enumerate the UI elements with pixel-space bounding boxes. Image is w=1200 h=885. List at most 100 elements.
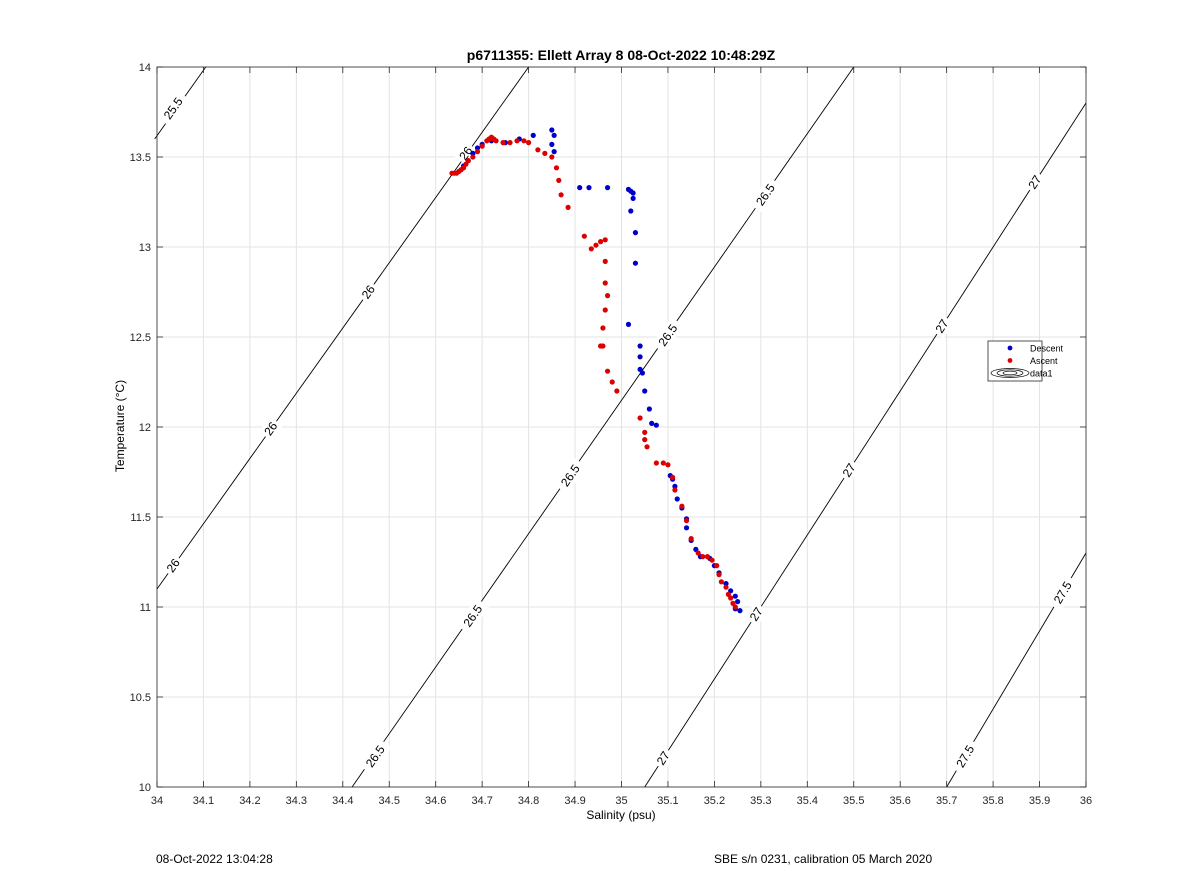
grid <box>156 66 1087 788</box>
isopycnal-label-bg <box>651 745 676 771</box>
data-point-descent <box>639 370 646 376</box>
isopycnal-label-bg <box>837 457 861 483</box>
y-tick-label: 11.5 <box>130 512 151 524</box>
legend-contour-ring <box>990 368 1030 378</box>
data-point-ascent <box>718 579 724 585</box>
legend: Descent Ascent data1 <box>987 340 1064 382</box>
data-point-descent <box>632 260 639 266</box>
data-point-descent <box>672 483 678 489</box>
data-point-ascent <box>704 554 711 560</box>
data-point-ascent <box>474 149 481 155</box>
data-point-ascent <box>565 204 571 210</box>
data-point-ascent <box>653 460 659 466</box>
data-point-ascent <box>526 140 532 146</box>
x-tick-label: 34.2 <box>239 795 260 807</box>
data-point-ascent <box>600 325 606 331</box>
data-point-ascent <box>553 165 560 171</box>
data-point-descent <box>637 354 643 360</box>
y-tick-label: 12.5 <box>130 332 151 344</box>
data-point-ascent <box>644 444 650 450</box>
data-point-ascent <box>728 595 734 601</box>
data-point-ascent <box>642 429 648 435</box>
data-point-ascent <box>479 143 485 149</box>
data-point-ascent <box>558 192 564 198</box>
x-tick-label: 34.4 <box>332 795 353 807</box>
data-point-ascent <box>665 462 671 468</box>
x-tick-label: 34.8 <box>518 795 539 807</box>
data-point-ascent <box>716 572 722 578</box>
data-point-ascent <box>602 237 608 243</box>
y-tick-label: 10.5 <box>130 692 151 704</box>
x-axis-label: Salinity (psu) <box>586 808 655 822</box>
data-point-descent <box>683 525 690 531</box>
data-point-ascent <box>500 140 506 146</box>
data-points <box>449 127 743 614</box>
chart-title: p6711355: Ellett Array 8 08-Oct-2022 10:… <box>467 47 776 63</box>
isopycnal-label-bg <box>949 737 981 775</box>
y-tick-label: 13.5 <box>130 152 151 164</box>
data-point-ascent <box>549 154 555 160</box>
data-point-ascent <box>695 550 701 556</box>
y-tick-label: 10 <box>139 782 151 794</box>
x-tick-label: 34.9 <box>564 795 585 807</box>
x-tick-label: 35.8 <box>982 795 1003 807</box>
x-tick-label: 35.3 <box>750 795 771 807</box>
data-point-ascent <box>669 474 676 480</box>
data-point-descent <box>630 195 636 201</box>
data-point-descent <box>723 581 729 587</box>
x-tick-label: 35.7 <box>936 795 957 807</box>
isopycnal-label-bg <box>744 601 769 627</box>
data-point-descent <box>628 208 634 214</box>
isopycnal-label-bg <box>1047 574 1079 612</box>
x-tick-label: 34.3 <box>286 795 307 807</box>
x-tick-label: 36 <box>1080 795 1092 807</box>
isopycnal-label-bg <box>651 316 685 354</box>
isopycnal-label-bg <box>456 597 490 635</box>
data-point-descent <box>549 141 555 147</box>
data-point-descent <box>530 132 536 138</box>
legend-label-data1: data1 <box>1030 369 1053 379</box>
axis-ticks: 34 34.1 34.2 34.3 34.4 34.5 34.6 34.7 34.8 34.9 35… <box>130 62 1093 807</box>
isopycnal-label-bg <box>157 90 190 127</box>
isopycnal-line <box>644 102 1087 788</box>
data-point-ascent <box>597 343 604 349</box>
data-point-descent <box>551 149 557 155</box>
data-point-ascent <box>514 138 520 144</box>
isopycnal-label-bg <box>359 738 392 775</box>
y-tick-label: 11 <box>140 602 151 614</box>
data-point-descent <box>586 185 592 191</box>
data-point-ascent <box>614 388 620 394</box>
data-point-ascent <box>493 138 499 144</box>
x-tick-label: 35.2 <box>704 795 725 807</box>
data-point-ascent <box>556 177 562 183</box>
data-point-descent <box>732 593 738 599</box>
footer-timestamp: 08-Oct-2022 13:04:28 <box>156 852 273 866</box>
data-point-descent <box>642 388 648 394</box>
data-point-ascent <box>542 150 548 156</box>
data-point-ascent <box>732 604 738 610</box>
data-point-ascent <box>709 557 715 563</box>
legend-label-ascent: Ascent <box>1030 356 1058 366</box>
y-tick-label: 12 <box>139 422 151 434</box>
data-point-ascent <box>700 554 706 560</box>
isopycnal-label-bg <box>356 279 381 305</box>
x-tick-label: 34.7 <box>471 795 492 807</box>
isopycnal-label-bg <box>453 141 478 166</box>
data-point-ascent <box>593 242 599 248</box>
legend-marker-descent <box>1007 345 1013 351</box>
x-tick-label: 35.1 <box>657 795 678 807</box>
data-point-descent <box>551 132 557 138</box>
legend-marker-ascent <box>1007 358 1013 363</box>
data-point-descent <box>653 422 659 428</box>
isopycnal-label-bg <box>930 313 954 339</box>
data-point-ascent <box>683 518 690 524</box>
data-point-ascent <box>609 379 615 385</box>
data-point-ascent <box>602 280 608 286</box>
x-tick-label: 35.4 <box>797 795 818 807</box>
data-point-ascent <box>714 563 720 569</box>
x-tick-label: 34.6 <box>425 795 446 807</box>
isopycnal-label-bg <box>749 176 782 214</box>
data-point-ascent <box>604 368 611 374</box>
data-point-ascent <box>470 154 476 160</box>
data-point-ascent <box>588 246 594 252</box>
